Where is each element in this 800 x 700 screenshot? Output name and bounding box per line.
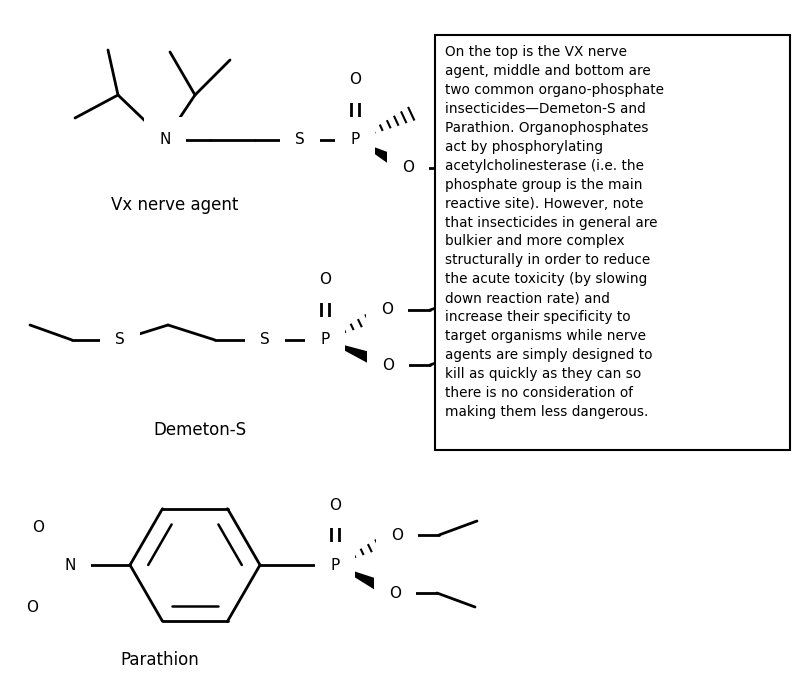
Polygon shape bbox=[335, 565, 398, 600]
Polygon shape bbox=[355, 140, 412, 175]
Text: On the top is the VX nerve
agent, middle and bottom are
two common organo-phosph: On the top is the VX nerve agent, middle… bbox=[445, 45, 664, 419]
Text: O: O bbox=[26, 599, 38, 615]
Text: N: N bbox=[64, 557, 76, 573]
Text: O: O bbox=[349, 73, 361, 88]
Text: S: S bbox=[115, 332, 125, 347]
Text: O: O bbox=[319, 272, 331, 288]
Text: Vx nerve agent: Vx nerve agent bbox=[111, 196, 238, 214]
Text: O: O bbox=[382, 358, 394, 372]
Text: P: P bbox=[320, 332, 330, 347]
Text: S: S bbox=[295, 132, 305, 148]
Text: P: P bbox=[330, 557, 340, 573]
Text: O: O bbox=[389, 585, 401, 601]
Text: O: O bbox=[329, 498, 341, 512]
Text: Parathion: Parathion bbox=[121, 651, 199, 669]
Text: O: O bbox=[32, 519, 44, 535]
FancyBboxPatch shape bbox=[435, 35, 790, 450]
Text: S: S bbox=[260, 332, 270, 347]
Text: P: P bbox=[350, 132, 360, 148]
Text: Demeton-S: Demeton-S bbox=[154, 421, 246, 439]
Text: O: O bbox=[381, 302, 393, 318]
Text: N: N bbox=[159, 132, 170, 148]
Text: O: O bbox=[402, 160, 414, 176]
Polygon shape bbox=[325, 340, 391, 372]
Text: O: O bbox=[391, 528, 403, 542]
